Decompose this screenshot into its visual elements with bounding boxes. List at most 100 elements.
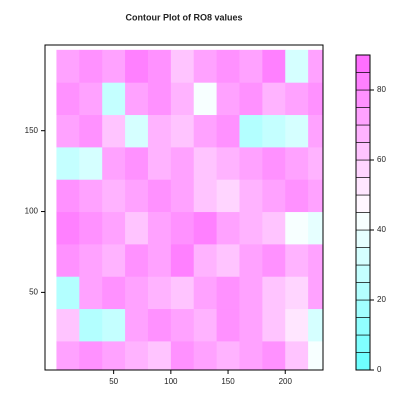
cell (216, 114, 240, 148)
cell (308, 211, 323, 245)
cell (147, 340, 172, 370)
cell (102, 243, 126, 277)
x-tick-label: 50 (109, 377, 118, 386)
cell (216, 340, 240, 370)
cell (102, 82, 126, 116)
y-tick-label: 150 (25, 126, 39, 135)
cell (170, 276, 195, 310)
cell (147, 114, 172, 148)
cell (147, 211, 172, 245)
cell (193, 243, 218, 277)
cell (216, 276, 240, 310)
cell (56, 146, 80, 180)
cell (239, 308, 263, 342)
cell (193, 211, 218, 245)
colorbar-band (355, 264, 371, 283)
cell (262, 243, 286, 277)
cell (170, 179, 195, 213)
cell (193, 82, 218, 116)
cell (147, 276, 172, 310)
cell (308, 243, 323, 277)
cell (193, 114, 218, 148)
cell (79, 211, 103, 245)
cell (216, 82, 240, 116)
cell (216, 243, 240, 277)
cell (193, 179, 218, 213)
colorbar-band (355, 212, 371, 231)
colorbar-band (355, 159, 371, 178)
cell (262, 146, 286, 180)
cell (262, 276, 286, 310)
cell (308, 179, 323, 213)
cell (262, 82, 286, 116)
colorbar-band (355, 107, 371, 126)
cell (308, 308, 323, 342)
cell (285, 49, 309, 83)
cell (216, 179, 240, 213)
colorbar-band (355, 299, 371, 318)
cell (170, 308, 195, 342)
x-tick-label: 100 (164, 377, 178, 386)
cell (56, 82, 80, 116)
cell (125, 243, 149, 277)
cell (170, 114, 195, 148)
colorbar-band (355, 317, 371, 336)
cell (79, 340, 103, 370)
cell (285, 82, 309, 116)
cell (170, 340, 195, 370)
cell (79, 243, 103, 277)
cell (262, 114, 286, 148)
cell (170, 211, 195, 245)
cell (239, 114, 263, 148)
cell (102, 276, 126, 310)
cell (193, 308, 218, 342)
cell (216, 49, 240, 83)
cell (102, 49, 126, 83)
colorbar-frame (355, 54, 371, 371)
colorbar-tick-label: 20 (377, 295, 386, 304)
cell (56, 179, 80, 213)
cell (193, 276, 218, 310)
cell (125, 179, 149, 213)
colorbar-band (355, 194, 371, 213)
cell (170, 49, 195, 83)
cell (262, 49, 286, 83)
cell (102, 179, 126, 213)
colorbar-band (355, 352, 371, 371)
cell (147, 179, 172, 213)
cell (285, 340, 309, 370)
y-tick-label: 100 (25, 207, 39, 216)
cell (193, 49, 218, 83)
colorbar-tick-label: 0 (377, 365, 382, 374)
cell (308, 114, 323, 148)
cell (79, 146, 103, 180)
cell (56, 243, 80, 277)
cell (147, 146, 172, 180)
cell (239, 340, 263, 370)
colorbar-band (355, 124, 371, 143)
cell (170, 146, 195, 180)
cell (125, 49, 149, 83)
cell (56, 340, 80, 370)
cell (79, 276, 103, 310)
cell (125, 114, 149, 148)
cell (239, 211, 263, 245)
cell (125, 276, 149, 310)
colorbar-band (355, 54, 371, 73)
cell (102, 114, 126, 148)
y-tick-label: 50 (29, 287, 38, 296)
cell (308, 82, 323, 116)
cell (285, 179, 309, 213)
cell (308, 49, 323, 83)
cell (239, 276, 263, 310)
cell (79, 308, 103, 342)
cell (262, 179, 286, 213)
cell (102, 146, 126, 180)
cell (147, 243, 172, 277)
cell (125, 308, 149, 342)
cell (285, 276, 309, 310)
cell (285, 308, 309, 342)
cell (56, 276, 80, 310)
cell (147, 308, 172, 342)
